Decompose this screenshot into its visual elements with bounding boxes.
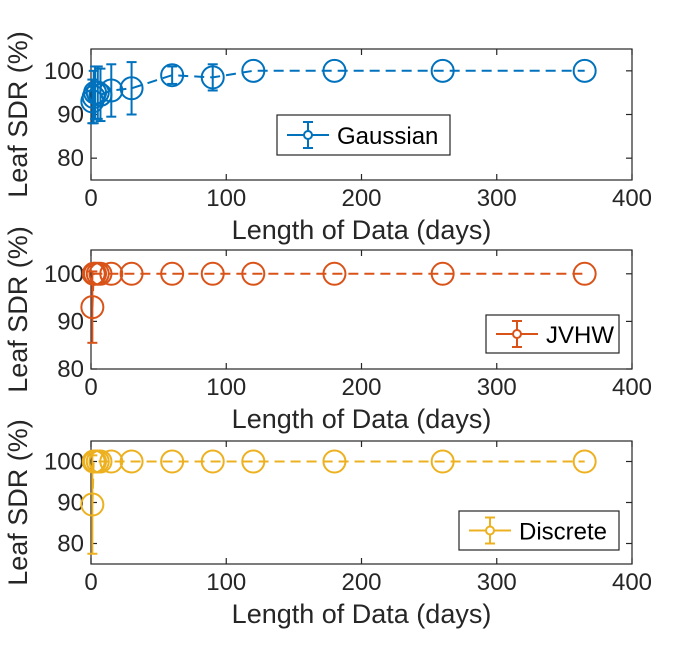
panel-jvhw: 0 100 200 300 400 80 90 100 Length of Data (days… [3,226,652,434]
data-point [572,58,597,83]
y-tick-label: 80 [57,356,84,383]
series-line [91,460,585,505]
y-tick-label: 80 [57,145,84,172]
y-tick-label: 90 [57,308,84,335]
y-tick-label: 100 [44,58,84,85]
legend-marker [485,525,495,536]
y-axis-label: Leaf SDR (%) [3,419,33,586]
data-point [572,261,597,286]
x-axis-label: Length of Data (days) [232,599,492,629]
data-point [88,449,113,474]
y-axis-label: Leaf SDR (%) [3,31,33,198]
legend: Discrete [458,510,620,551]
series-line [91,272,585,308]
x-tick-label: 200 [341,569,381,596]
panel-gaussian: 0 100 200 300 400 80 90 100 Length of Data (days… [3,31,652,245]
data-point [88,261,113,286]
y-tick-label: 90 [57,490,84,517]
x-tick-label: 0 [84,185,97,212]
legend: JVHW [485,314,620,354]
x-tick-label: 300 [477,569,517,596]
data-point [160,449,185,474]
legend-marker [512,329,522,339]
y-tick-label: 90 [57,102,84,129]
x-tick-label: 100 [206,374,246,401]
data-point [430,449,455,474]
data-point [80,295,105,320]
x-tick-label: 300 [477,185,517,212]
data-point [200,261,225,286]
x-axis-label: Length of Data (days) [232,404,492,434]
x-tick-label: 0 [84,569,97,596]
legend-label: Discrete [519,519,607,546]
data-point [241,58,266,83]
data-point [200,65,225,90]
x-tick-label: 200 [341,374,381,401]
x-tick-label: 400 [612,185,652,212]
data-point [200,449,225,474]
data-point [241,449,266,474]
data-point [99,78,124,103]
data-point [160,261,185,286]
y-tick-label: 100 [44,449,84,476]
data-point [160,63,185,88]
x-axis-label: Length of Data (days) [232,215,492,245]
data-point [99,449,124,474]
data-point [322,449,347,474]
data-point [80,492,105,517]
legend: Gaussian [276,114,451,156]
x-tick-label: 200 [341,185,381,212]
data-point [99,261,124,286]
data-point [85,80,110,105]
y-tick-label: 80 [57,531,84,558]
x-tick-label: 300 [477,374,517,401]
y-tick-label: 100 [44,261,84,288]
panel-discrete: 0 100 200 300 400 80 90 100 Length of Data (days… [3,419,652,629]
x-tick-label: 100 [206,185,246,212]
data-point [430,261,455,286]
data-point [88,82,113,107]
legend-label: Gaussian [337,123,438,150]
data-point [119,76,144,101]
y-axis-label: Leaf SDR (%) [3,226,33,393]
data-point [119,261,144,286]
data-point [430,58,455,83]
x-tick-label: 100 [206,569,246,596]
data-point [241,261,266,286]
data-point [119,449,144,474]
x-tick-label: 400 [612,374,652,401]
x-tick-label: 400 [612,569,652,596]
x-tick-label: 0 [84,374,97,401]
data-point [572,449,597,474]
legend-label: JVHW [546,322,614,349]
legend-marker [303,130,313,140]
data-point [322,58,347,83]
data-point [322,261,347,286]
